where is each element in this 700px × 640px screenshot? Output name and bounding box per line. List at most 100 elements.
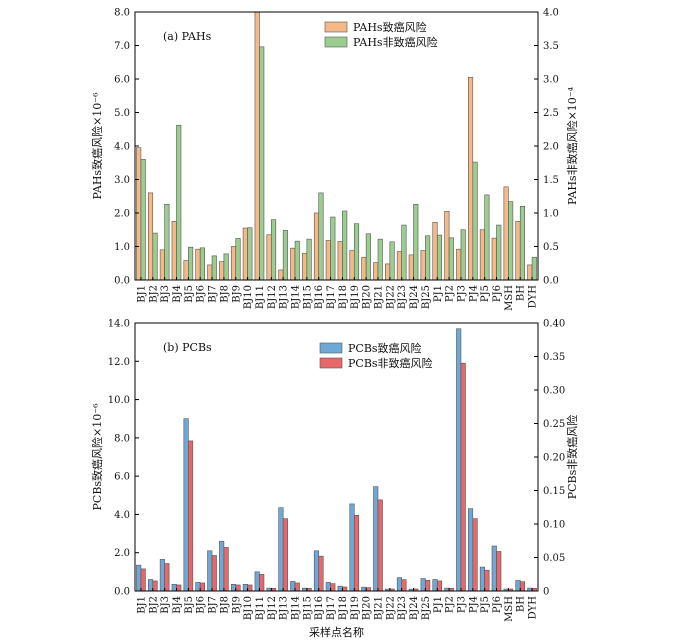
- category-label-bj12: BJ12: [267, 285, 278, 309]
- right-tick-label: 0.15: [543, 486, 565, 497]
- category-label-pj4: PJ4: [468, 285, 479, 302]
- right-tick-label: 3.5: [543, 41, 559, 52]
- category-label-bj9: BJ9: [231, 285, 242, 303]
- category-label-bj24: BJ24: [409, 285, 420, 309]
- bar-noncarcinogenic-bj3: [164, 563, 170, 592]
- bar-carcinogenic-pj3: [456, 248, 462, 281]
- left-tick-label: 0.0: [114, 276, 130, 287]
- bar-noncarcinogenic-bj9: [235, 238, 241, 281]
- left-tick-label: 12.0: [108, 357, 130, 368]
- bar-carcinogenic-bj3: [159, 559, 165, 592]
- bar-carcinogenic-dyh: [527, 264, 533, 281]
- bar-noncarcinogenic-bj13: [282, 230, 288, 281]
- legend-entry: PCBs致癌风险: [348, 341, 422, 355]
- right-tick-label: 0.10: [543, 520, 565, 531]
- panel-label: (b) PCBs: [163, 341, 212, 354]
- bar-noncarcinogenic-bj3: [164, 203, 170, 281]
- left-tick-label: 0.0: [114, 587, 130, 598]
- category-label-bj16: BJ16: [314, 596, 325, 620]
- bar-noncarcinogenic-bj16: [318, 555, 324, 592]
- category-label-bj10: BJ10: [243, 596, 254, 620]
- bar-noncarcinogenic-bh: [519, 206, 526, 281]
- category-label-bj24: BJ24: [409, 596, 420, 620]
- category-label-pj3: PJ3: [456, 285, 467, 302]
- right-tick-label: 0.0: [543, 276, 559, 287]
- bar-noncarcinogenic-bj1: [140, 159, 146, 281]
- right-tick-label: 1.5: [543, 175, 559, 186]
- bar-carcinogenic-bj5: [183, 260, 189, 281]
- bar-noncarcinogenic-bj2: [152, 232, 158, 281]
- right-tick-label: 2.0: [543, 142, 559, 153]
- right-tick-label: 0.25: [543, 419, 565, 430]
- category-label-pj5: PJ5: [480, 596, 491, 613]
- bar-noncarcinogenic-bj15: [306, 238, 312, 281]
- bar-noncarcinogenic-bj2: [152, 580, 158, 592]
- bar-carcinogenic-bj14: [290, 247, 296, 281]
- bar-noncarcinogenic-pj6: [496, 224, 502, 281]
- bar-noncarcinogenic-bj21: [377, 499, 383, 592]
- bar-noncarcinogenic-bj19: [353, 514, 360, 592]
- bar-carcinogenic-bj5: [183, 418, 189, 592]
- bar-noncarcinogenic-bj6: [199, 247, 205, 281]
- bar-carcinogenic-bj14: [290, 581, 296, 592]
- bar-noncarcinogenic-pj3: [460, 229, 466, 281]
- right-tick-label: 0.40: [543, 319, 565, 330]
- left-tick-label: 14.0: [108, 319, 130, 330]
- category-label-msh: MSH: [504, 596, 515, 622]
- right-tick-label: 3.0: [543, 75, 559, 86]
- category-label-pj5: PJ5: [480, 285, 491, 302]
- bar-noncarcinogenic-pj6: [496, 551, 502, 592]
- category-label-bj25: BJ25: [421, 285, 432, 309]
- category-label-bj6: BJ6: [196, 285, 207, 303]
- category-label-bj13: BJ13: [279, 596, 290, 620]
- bar-carcinogenic-pj1: [432, 222, 438, 281]
- legend-entry: PAHs致癌风险: [353, 20, 427, 34]
- bar-carcinogenic-bj1: [136, 147, 142, 281]
- bar-noncarcinogenic-bj23: [401, 224, 407, 281]
- category-label-pj1: PJ1: [433, 285, 444, 302]
- bar-carcinogenic-bj23: [396, 577, 402, 592]
- left-axis-title: PAHs致癌风险×10⁻⁶: [90, 92, 104, 200]
- bar-noncarcinogenic-bj20: [365, 233, 371, 281]
- category-label-bj16: BJ16: [314, 285, 325, 309]
- category-label-bj8: BJ8: [219, 596, 230, 614]
- left-tick-label: 4.0: [114, 510, 130, 521]
- bar-noncarcinogenic-bj20: [365, 587, 371, 592]
- bar-carcinogenic-bj12: [266, 234, 272, 281]
- x-axis-title: 采样点名称: [309, 625, 364, 639]
- bar-noncarcinogenic-pj3: [460, 362, 466, 592]
- bar-carcinogenic-bj16: [313, 212, 320, 281]
- bar-carcinogenic-bj10: [242, 583, 248, 592]
- right-tick-label: 0.05: [543, 553, 565, 564]
- bar-carcinogenic-bj19: [349, 250, 355, 281]
- legend-entry: PCBs非致癌风险: [348, 356, 433, 370]
- category-label-bj21: BJ21: [373, 596, 384, 620]
- bar-carcinogenic-bj13: [278, 269, 284, 281]
- bar-carcinogenic-bj2: [147, 192, 154, 281]
- bar-carcinogenic-bj1: [136, 564, 142, 592]
- category-label-bj18: BJ18: [338, 285, 349, 309]
- bar-noncarcinogenic-pj4: [472, 161, 478, 281]
- category-label-bj10: BJ10: [243, 285, 254, 309]
- left-tick-label: 10.0: [108, 395, 130, 406]
- bar-carcinogenic-bj10: [242, 227, 248, 281]
- bar-noncarcinogenic-bj18: [342, 210, 348, 281]
- category-label-bj9: BJ9: [231, 596, 242, 614]
- bar-noncarcinogenic-pj2: [448, 237, 454, 281]
- right-tick-label: 2.5: [543, 108, 559, 119]
- bar-noncarcinogenic-bh: [519, 581, 526, 592]
- bar-noncarcinogenic-bj17: [330, 216, 336, 281]
- bar-noncarcinogenic-bj19: [353, 223, 360, 281]
- category-label-bj15: BJ15: [302, 596, 313, 620]
- bar-noncarcinogenic-bj9: [235, 584, 241, 592]
- chart-panel-1: 0.0 1.0 2.0 3.0 4.0 5.0 6.0 7.0 8.0 0.0 0.5 1.0 1.5 2…: [90, 8, 579, 311]
- category-label-msh: MSH: [504, 285, 515, 311]
- chart-panel-2: 0.0 2.0 4.0 6.0 8.0 10.0 12.0 14.0 0 0.05 0.10 0.15…: [90, 319, 579, 640]
- left-tick-label: 5.0: [114, 108, 130, 119]
- left-tick-label: 8.0: [114, 433, 130, 444]
- bar-noncarcinogenic-pj4: [472, 518, 478, 592]
- left-tick-label: 2.0: [114, 548, 130, 559]
- category-label-bj21: BJ21: [373, 285, 384, 309]
- category-label-bj22: BJ22: [385, 596, 396, 620]
